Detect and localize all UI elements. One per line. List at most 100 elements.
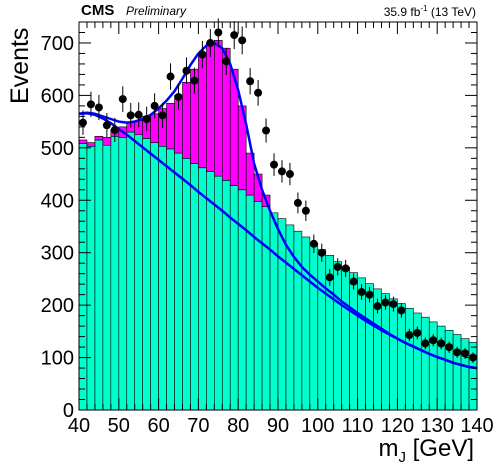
lumi-exponent: -1 — [420, 4, 428, 13]
x-axis-label-unit: [GeV] — [405, 435, 474, 462]
background-bar — [333, 261, 342, 411]
background-bar — [158, 145, 167, 411]
y-tick-label: 600 — [41, 85, 74, 107]
background-bar — [174, 152, 183, 411]
y-axis-label: Events — [6, 27, 34, 104]
data-point — [174, 92, 183, 101]
background-bar — [94, 139, 104, 411]
lumi-value: 35.9 fb — [383, 5, 421, 19]
background-bar — [206, 171, 215, 411]
background-bar — [452, 334, 462, 411]
data-point — [429, 336, 438, 345]
x-axis-label-main: m — [378, 435, 399, 462]
background-bar — [237, 189, 247, 411]
data-point — [150, 101, 159, 110]
luminosity-label: 35.9 fb-1 (13 TeV) — [384, 4, 476, 19]
x-tick-label: 60 — [147, 415, 169, 437]
x-tick-label: 140 — [460, 415, 493, 437]
x-axis-label: mJ [GeV] — [378, 435, 474, 466]
data-point — [461, 349, 470, 358]
background-bar — [349, 272, 358, 411]
background-bar — [261, 206, 271, 411]
data-point — [389, 300, 398, 309]
data-point — [78, 118, 87, 127]
background-bar — [245, 194, 255, 411]
background-bar — [126, 131, 136, 411]
background-bar — [309, 242, 319, 411]
y-tick-label: 300 — [41, 243, 74, 265]
background-bar — [190, 163, 199, 411]
background-bar — [365, 283, 374, 411]
signal-bar — [94, 136, 104, 141]
axis-ticks — [78, 21, 478, 411]
x-tick-label: 90 — [267, 415, 289, 437]
x-tick-label: 80 — [227, 415, 249, 437]
data-point — [437, 339, 446, 348]
x-tick-label: 70 — [187, 415, 209, 437]
data-point — [325, 273, 334, 282]
data-point — [126, 111, 135, 120]
signal-bar — [206, 42, 215, 172]
data-point — [357, 288, 366, 297]
data-point — [453, 348, 462, 357]
data-point — [134, 110, 143, 119]
background-bar — [142, 138, 151, 411]
signal-bar — [78, 139, 88, 144]
signal-bar — [214, 40, 223, 177]
background-bar — [389, 298, 398, 411]
y-tick-label: 200 — [41, 295, 74, 317]
background-bar — [110, 136, 120, 411]
background-bar — [78, 143, 88, 411]
data-point — [254, 88, 263, 97]
data-point — [445, 343, 454, 352]
data-point — [413, 328, 422, 337]
x-tick-label: 110 — [342, 415, 374, 437]
lumi-energy: (13 TeV) — [430, 5, 476, 19]
x-tick-label: 100 — [301, 415, 334, 437]
x-axis-label-subscript: J — [398, 449, 406, 466]
y-tick-label: 100 — [41, 348, 74, 370]
background-bar — [134, 134, 143, 411]
signal-bar — [86, 142, 96, 147]
background-histogram — [78, 131, 478, 411]
background-bar — [150, 142, 159, 411]
background-bar — [405, 307, 414, 411]
data-point — [230, 31, 239, 40]
data-point — [309, 239, 318, 248]
data-point — [206, 38, 215, 47]
data-point — [285, 170, 294, 179]
data-point — [397, 306, 406, 315]
data-points — [78, 18, 478, 363]
experiment-label: CMS — [81, 2, 115, 19]
x-tick-label: 50 — [108, 415, 130, 437]
data-point — [142, 115, 151, 123]
data-point — [277, 167, 286, 176]
background-bar — [166, 148, 175, 411]
background-bar — [253, 201, 263, 411]
data-point — [222, 57, 231, 66]
data-point — [158, 111, 167, 120]
data-point — [94, 103, 103, 112]
data-point — [301, 206, 310, 215]
background-bar — [182, 158, 191, 411]
background-bar — [381, 293, 390, 411]
background-bar — [102, 144, 112, 411]
data-point — [246, 77, 255, 86]
y-tick-label: 700 — [41, 33, 74, 55]
data-point — [421, 339, 430, 348]
x-tick-label: 130 — [421, 415, 454, 437]
x-tick-label: 40 — [68, 415, 90, 437]
data-point — [262, 126, 271, 135]
data-point — [182, 66, 191, 75]
data-point — [365, 290, 374, 299]
data-point — [166, 72, 175, 81]
data-point — [86, 100, 95, 109]
y-tick-label: 0 — [63, 400, 74, 422]
y-tick-label: 500 — [41, 138, 74, 160]
data-point — [333, 262, 342, 271]
y-tick-label: 400 — [41, 190, 74, 212]
data-point — [349, 277, 358, 286]
background-bar — [420, 316, 430, 411]
data-point — [214, 28, 223, 37]
